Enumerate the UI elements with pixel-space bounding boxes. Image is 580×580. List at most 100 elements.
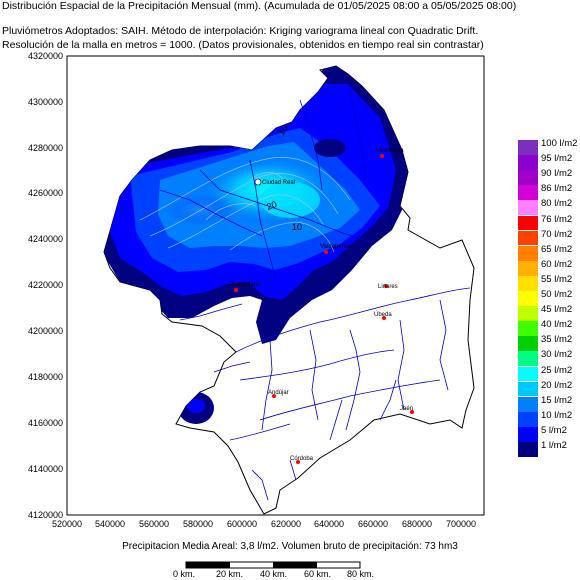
- town-marker-linares: [384, 284, 388, 288]
- town-label-valdepenas: Valdepeñas: [320, 244, 351, 250]
- y-tick-label: 4180000: [28, 372, 63, 382]
- precip-1-patch-north: [314, 139, 346, 157]
- legend-label: 95 l/m2: [541, 153, 573, 165]
- legend-label: 50 l/m2: [541, 289, 573, 300]
- town-label-cordoba: Córdoba: [290, 456, 314, 462]
- y-tick-label: 4240000: [28, 234, 63, 244]
- legend-swatch: [518, 215, 538, 231]
- areal-summary: Precipitacion Media Areal: 3,8 l/m2. Vol…: [122, 541, 458, 552]
- resolution-note: Resolución de la malla en metros = 1000.…: [2, 39, 484, 51]
- legend-label: 70 l/m2: [541, 228, 573, 240]
- town-markers: Ciudad Real Puertollano Valdepeñas Villa…: [230, 148, 414, 464]
- legend-swatch: [518, 351, 538, 367]
- y-tick-label: 4320000: [28, 51, 63, 61]
- legend-swatch: [518, 185, 538, 201]
- y-axis: 4320000 4300000 4280000 4260000 4240000 …: [28, 51, 63, 520]
- y-tick-label: 4120000: [28, 510, 63, 520]
- y-tick-label: 4300000: [28, 97, 63, 107]
- x-tick-label: 560000: [139, 519, 169, 529]
- precip-15-west: [164, 194, 236, 226]
- town-label-linares: Linares: [378, 284, 398, 290]
- scale-label-20: 20 km.: [216, 569, 244, 579]
- legend-swatch: [518, 442, 538, 457]
- contour-label-10-south: 10: [292, 222, 302, 232]
- x-tick-label: 680000: [402, 519, 432, 529]
- precip-25-core: [260, 182, 320, 218]
- y-tick-label: 4220000: [28, 280, 63, 290]
- legend-swatch: [518, 366, 538, 382]
- x-tick-label: 580000: [183, 519, 213, 529]
- legend-swatch: [518, 170, 538, 186]
- town-marker-puertollano: [234, 288, 238, 292]
- legend-label: 86 l/m2: [541, 183, 573, 195]
- scale-label-60: 60 km.: [304, 569, 332, 579]
- legend-swatch: [518, 140, 538, 155]
- legend-swatch: [518, 245, 538, 261]
- river-network: [159, 89, 471, 501]
- legend-swatch: [518, 291, 538, 306]
- legend-label: 30 l/m2: [541, 349, 573, 361]
- legend-swatch: [518, 336, 538, 352]
- legend-label: 90 l/m2: [541, 168, 573, 180]
- x-tick-label: 660000: [358, 519, 388, 529]
- contour-lines: [139, 157, 351, 253]
- y-tick-label: 4280000: [28, 143, 63, 153]
- legend-swatch: [518, 275, 538, 291]
- x-tick-label: 600000: [227, 519, 257, 529]
- legend-label: 55 l/m2: [541, 273, 573, 285]
- legend-swatch: [518, 396, 538, 412]
- legend-label: 1 l/m2: [541, 440, 567, 451]
- x-axis: 520000 540000 560000 580000 600000 62000…: [52, 519, 476, 529]
- y-tick-label: 4160000: [28, 418, 63, 428]
- x-tick-label: 620000: [271, 519, 301, 529]
- legend-label: 20 l/m2: [541, 379, 573, 391]
- y-tick-label: 4200000: [28, 326, 63, 336]
- legend-label: 65 l/m2: [541, 243, 573, 255]
- legend-label: 10 l/m2: [541, 409, 573, 421]
- legend-swatch: [518, 200, 538, 216]
- town-marker-ciudad-real: [254, 178, 262, 186]
- legend-label: 76 l/m2: [541, 213, 573, 225]
- town-label-andujar: Andújar: [268, 390, 289, 396]
- town-marker-ubeda: [382, 316, 386, 320]
- x-tick-label: 520000: [52, 519, 82, 529]
- town-label-jaen: Jaén: [400, 406, 413, 412]
- legend-swatch: [518, 230, 538, 246]
- town-marker-cordoba: [296, 460, 300, 464]
- legend-swatch: [518, 411, 538, 427]
- town-label-villanueva: Villanueva: [376, 148, 404, 154]
- town-marker-jaen: [410, 410, 414, 414]
- town-marker-andujar: [272, 394, 276, 398]
- town-marker-villanueva: [380, 154, 384, 158]
- scale-label-40: 40 km.: [260, 569, 288, 579]
- town-label-ciudad-real: Ciudad Real: [262, 180, 295, 186]
- scale-label-80: 80 km.: [347, 569, 375, 579]
- contour-label-10-north: 10: [276, 123, 290, 137]
- legend-label: 60 l/m2: [541, 258, 573, 270]
- legend-label: 15 l/m2: [541, 394, 573, 406]
- legend-label: 5 l/m2: [541, 424, 567, 436]
- x-tick-label: 640000: [314, 519, 344, 529]
- legend-label: 35 l/m2: [541, 334, 573, 346]
- legend-swatch: [518, 426, 538, 442]
- legend-label: 40 l/m2: [541, 319, 573, 331]
- legend-swatch: [518, 321, 538, 337]
- method-description: Pluviómetros Adoptados: SAIH. Método de …: [2, 25, 479, 37]
- precip-5-patch-southwest: [187, 399, 205, 413]
- legend-swatch: [518, 260, 538, 276]
- legend-label: 25 l/m2: [541, 364, 573, 376]
- x-tick-label: 700000: [446, 519, 476, 529]
- map-title: Distribución Espacial de la Precipitació…: [2, 0, 517, 12]
- legend-swatch: [518, 306, 538, 321]
- legend-swatch: [518, 155, 538, 170]
- y-tick-label: 4140000: [28, 464, 63, 474]
- scale-label-0: 0 km.: [173, 569, 196, 579]
- legend-label: 80 l/m2: [541, 198, 573, 210]
- town-label-puertollano: Puertollano: [230, 282, 261, 288]
- legend-swatch: [518, 381, 538, 397]
- contour-label-20: 20: [265, 199, 278, 212]
- scale-bar: [185, 561, 361, 569]
- town-marker-valdepenas: [324, 250, 328, 254]
- legend-label: 45 l/m2: [541, 304, 573, 316]
